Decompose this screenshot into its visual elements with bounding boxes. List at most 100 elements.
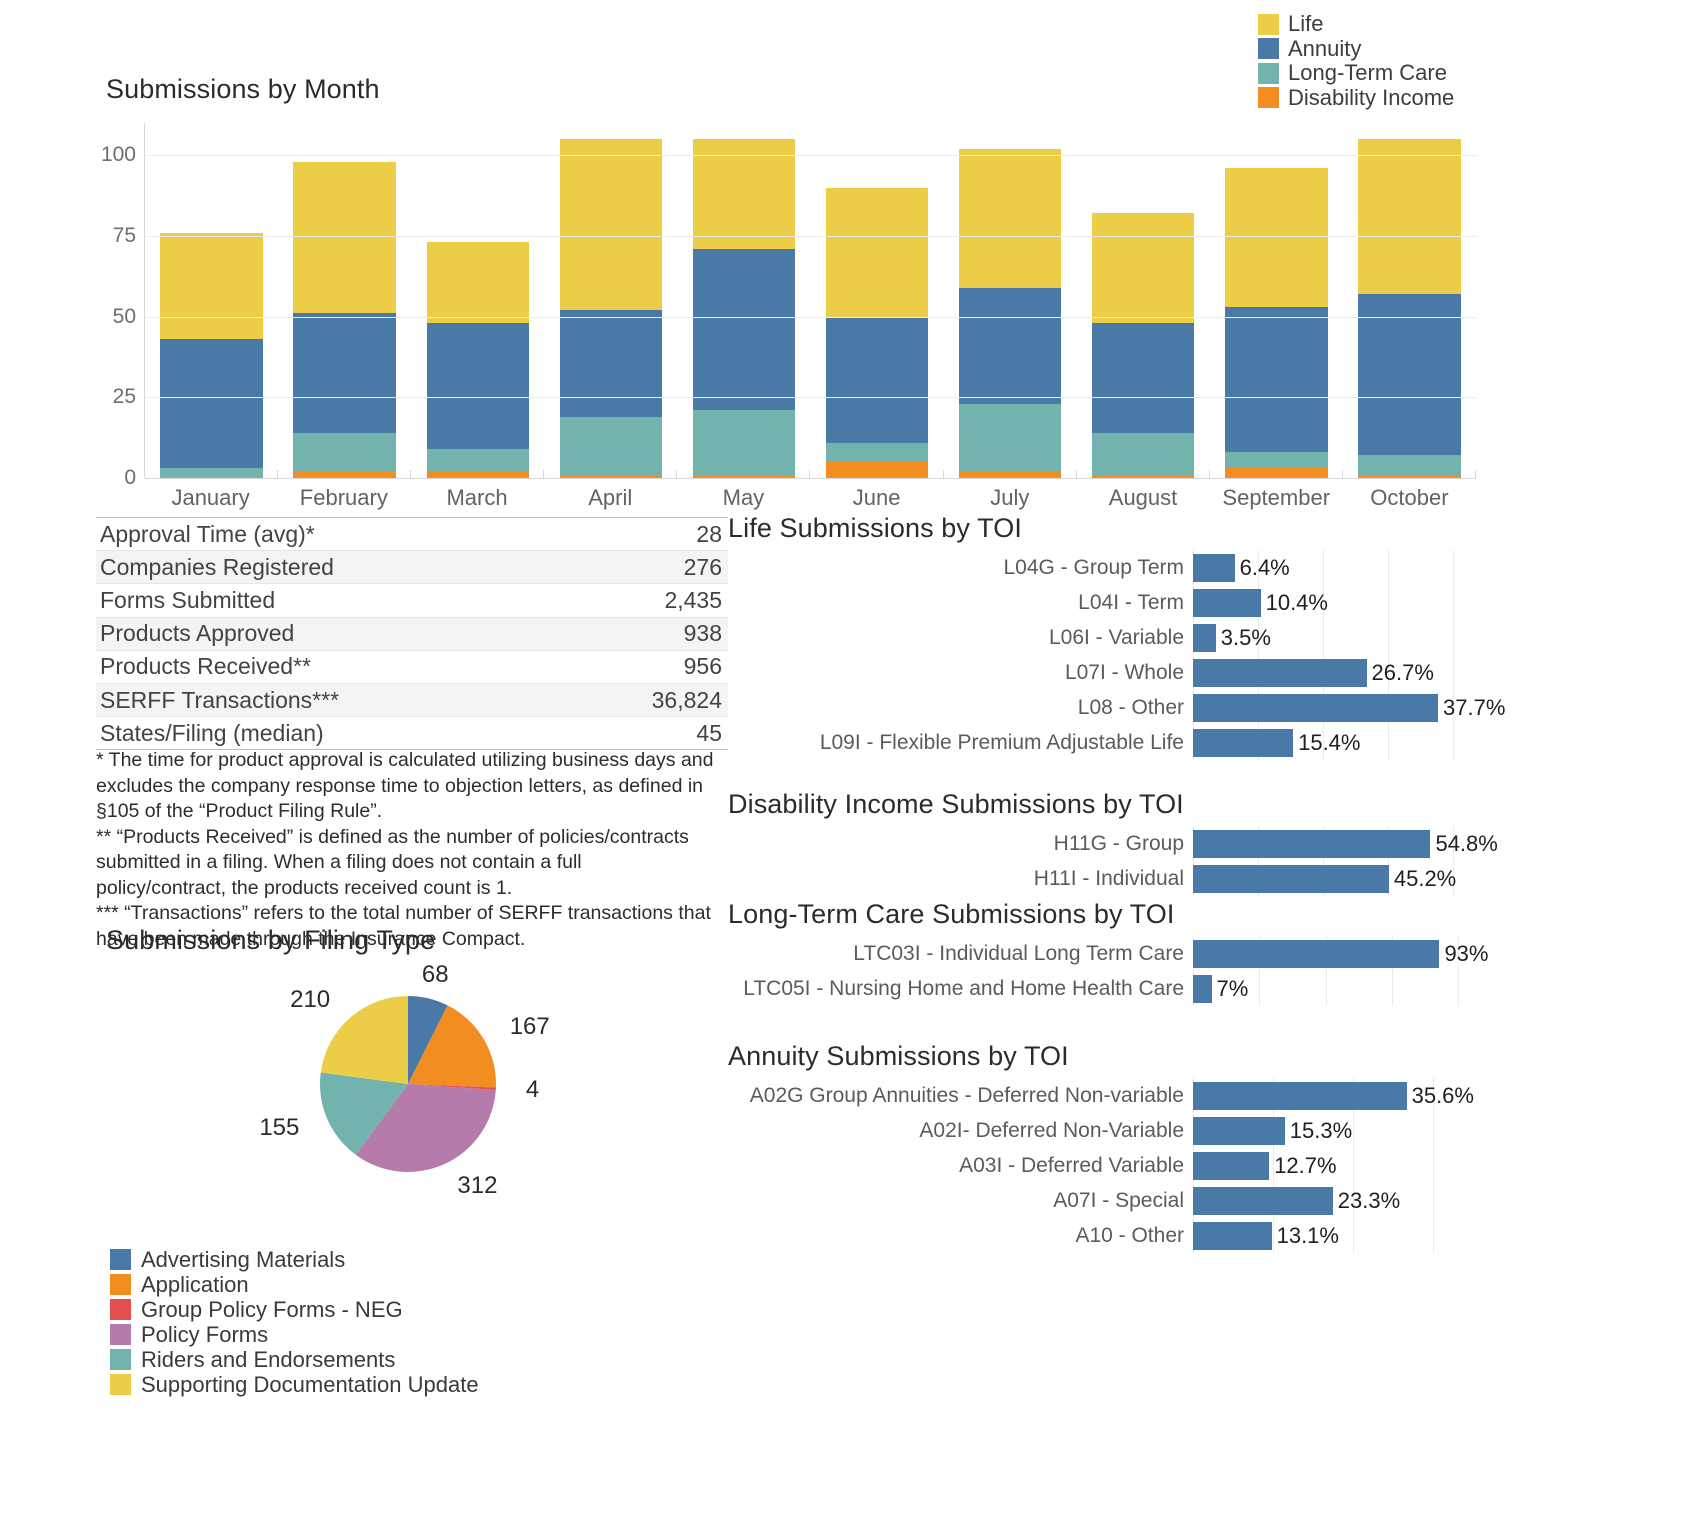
month-bar-slot[interactable] [944,123,1077,478]
pie-slice[interactable] [320,1072,408,1155]
bar-segment[interactable] [1225,468,1328,478]
bar-segment[interactable] [160,339,263,469]
pie-legend-item[interactable]: Riders and Endorsements [110,1347,728,1372]
pie-slice[interactable] [408,996,448,1084]
bar-segment[interactable] [559,474,663,478]
stacked-bar[interactable] [160,232,263,478]
toi-bar[interactable] [1193,623,1216,652]
stacked-bar[interactable] [426,242,529,478]
bar-segment[interactable] [958,471,1062,478]
toi-bar[interactable] [1193,728,1294,757]
bar-segment[interactable] [692,474,796,478]
toi-bar-row[interactable]: A02G Group Annuities - Deferred Non-vari… [728,1078,1688,1113]
pie-legend-item[interactable]: Application [110,1272,728,1297]
toi-bar[interactable] [1193,553,1235,582]
bar-segment[interactable] [1091,213,1195,324]
toi-bar-row[interactable]: H11I - Individual 45.2% [728,861,1688,896]
toi-bar[interactable] [1193,1221,1272,1250]
bar-segment[interactable] [1091,432,1195,475]
bar-segment[interactable] [825,316,929,443]
pie-legend-item[interactable]: Group Policy Forms - NEG [110,1297,728,1322]
month-bar-slot[interactable] [1210,123,1343,478]
legend-item[interactable]: Annuity [1258,37,1688,62]
bar-segment[interactable] [293,161,396,314]
bar-segment[interactable] [1225,306,1328,453]
pie-legend-item[interactable]: Policy Forms [110,1322,728,1347]
toi-bar-row[interactable]: LTC03I - Individual Long Term Care 93% [728,936,1688,971]
toi-bar-row[interactable]: A07I - Special 23.3% [728,1183,1688,1218]
pie-legend-item[interactable]: Advertising Materials [110,1247,728,1272]
month-bar-slot[interactable] [544,123,678,478]
bar-segment[interactable] [160,468,263,478]
bar-segment[interactable] [692,248,796,411]
bar-segment[interactable] [426,471,529,478]
toi-bar[interactable] [1193,939,1440,968]
toi-bar-row[interactable]: L09I - Flexible Premium Adjustable Life 1… [728,725,1688,760]
bar-segment[interactable] [426,323,529,449]
month-bar-slot[interactable] [411,123,545,478]
bar-segment[interactable] [692,139,796,249]
month-bar-slot[interactable] [278,123,412,478]
bar-segment[interactable] [426,448,529,472]
bar-segment[interactable] [426,242,529,324]
pie-slice[interactable] [408,1084,496,1091]
stacked-bar[interactable] [1225,168,1328,478]
bar-segment[interactable] [1358,455,1461,475]
month-bar-slot[interactable] [1077,123,1210,478]
bar-segment[interactable] [293,313,396,433]
legend-item[interactable]: Disability Income [1258,86,1688,111]
bar-segment[interactable] [692,410,796,475]
toi-bar-row[interactable]: A10 - Other 13.1% [728,1218,1688,1253]
bar-segment[interactable] [1091,474,1195,478]
month-bar-slot[interactable] [145,123,279,478]
bar-segment[interactable] [958,403,1062,472]
stacked-bar[interactable] [692,139,796,478]
bar-segment[interactable] [825,187,929,317]
toi-bar[interactable] [1193,658,1367,687]
toi-bar[interactable] [1193,974,1212,1003]
pie-slice[interactable] [320,996,408,1084]
bar-segment[interactable] [1091,323,1195,433]
bar-segment[interactable] [293,432,396,472]
pie-slice[interactable] [355,1084,496,1172]
bar-segment[interactable] [1358,294,1461,456]
toi-bar-row[interactable]: L08 - Other 37.7% [728,690,1688,725]
pie-legend-item[interactable]: Supporting Documentation Update [110,1372,728,1397]
stacked-bar[interactable] [1091,213,1195,478]
toi-bar[interactable] [1193,864,1389,893]
toi-bar-row[interactable]: H11G - Group 54.8% [728,826,1688,861]
bar-segment[interactable] [559,416,663,475]
toi-bar[interactable] [1193,1116,1285,1145]
toi-bar-row[interactable]: A02I- Deferred Non-Variable 15.3% [728,1113,1688,1148]
bar-segment[interactable] [958,287,1062,404]
month-bar-slot[interactable] [677,123,811,478]
toi-bar-row[interactable]: L04I - Term 10.4% [728,585,1688,620]
toi-bar-row[interactable]: L06I - Variable 3.5% [728,620,1688,655]
toi-bar[interactable] [1193,829,1431,858]
month-bar-slot[interactable] [1343,123,1477,478]
month-bar-slot[interactable] [810,123,944,478]
bar-segment[interactable] [825,461,929,478]
legend-item[interactable]: Life [1258,12,1688,37]
bar-segment[interactable] [559,310,663,417]
stacked-bar[interactable] [559,139,663,478]
bar-segment[interactable] [825,442,929,462]
bar-segment[interactable] [293,471,396,478]
toi-bar-row[interactable]: LTC05I - Nursing Home and Home Health Ca… [728,971,1688,1006]
toi-bar-row[interactable]: L07I - Whole 26.7% [728,655,1688,690]
bar-segment[interactable] [160,232,263,340]
toi-bar-row[interactable]: A03I - Deferred Variable 12.7% [728,1148,1688,1183]
toi-bar[interactable] [1193,1151,1270,1180]
toi-bar[interactable] [1193,1081,1407,1110]
stacked-bar[interactable] [1358,139,1461,478]
toi-bar[interactable] [1193,693,1439,722]
bar-segment[interactable] [1358,474,1461,478]
legend-item[interactable]: Long-Term Care [1258,61,1688,86]
pie-slice[interactable] [408,1005,497,1088]
toi-bar[interactable] [1193,1186,1333,1215]
bar-segment[interactable] [1225,168,1328,307]
toi-bar-row[interactable]: L04G - Group Term 6.4% [728,550,1688,585]
bar-segment[interactable] [958,148,1062,288]
bar-segment[interactable] [1225,452,1328,469]
bar-segment[interactable] [1358,139,1461,295]
